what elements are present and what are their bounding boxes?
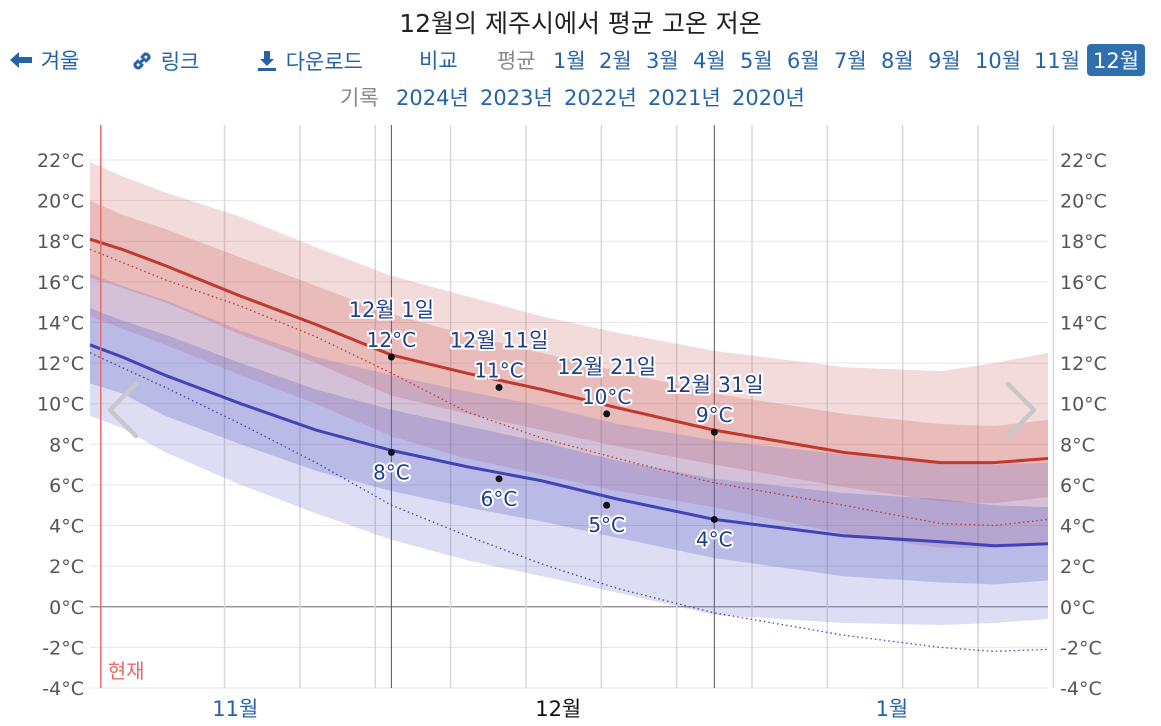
record-high-line <box>89 248 1049 527</box>
annotation-high: 12°C <box>367 328 416 352</box>
month-link-8[interactable]: 8월 <box>881 49 914 73</box>
y-tick-label-right: 2°C <box>1060 556 1095 578</box>
high-band-inner <box>90 200 1048 504</box>
year-link-2024[interactable]: 2024년 <box>396 86 469 110</box>
record-label: 기록 <box>340 86 379 110</box>
annotation-low: 5°C <box>588 513 625 537</box>
link-label: 링크 <box>160 50 200 74</box>
y-tick-label-left: 22°C <box>37 150 84 172</box>
month-link-5[interactable]: 5월 <box>740 49 773 73</box>
y-tick-label-right: 4°C <box>1060 516 1095 538</box>
annotation-low: 8°C <box>373 460 410 484</box>
y-tick-label-left: 20°C <box>37 191 84 213</box>
year-link-2023[interactable]: 2023년 <box>480 86 553 110</box>
link-icon <box>133 52 151 70</box>
annotation-date: 12월 21일 <box>557 355 656 379</box>
month-link-9[interactable]: 9월 <box>928 49 961 73</box>
x-month-label: 12월 <box>535 697 581 721</box>
download-icon <box>258 51 276 71</box>
y-tick-label-left: 2°C <box>49 556 84 578</box>
y-tick-label-left: -4°C <box>42 678 84 700</box>
download-button[interactable]: 다운로드 <box>255 45 363 76</box>
month-link-12-active[interactable]: 12월 <box>1087 44 1146 76</box>
y-tick-label-left: 6°C <box>49 475 84 497</box>
annotation-low: 4°C <box>696 527 733 551</box>
y-tick-label-left: 16°C <box>37 272 84 294</box>
x-month-label: 1월 <box>876 697 909 721</box>
low-point <box>710 515 718 523</box>
y-tick-label-left: 0°C <box>49 597 84 619</box>
now-label: 현재 <box>108 659 145 683</box>
month-link-2[interactable]: 2월 <box>599 49 632 73</box>
month-link-4[interactable]: 4월 <box>693 49 726 73</box>
y-tick-label-left: 12°C <box>37 353 84 375</box>
month-link-1[interactable]: 1월 <box>553 49 586 73</box>
x-month-label: 11월 <box>212 697 258 721</box>
high-point <box>710 428 718 436</box>
y-tick-label-right: 12°C <box>1060 353 1107 375</box>
link-button[interactable]: 링크 <box>130 45 199 76</box>
arrow-left-icon <box>10 52 32 68</box>
average-label: 평균 <box>497 49 536 73</box>
year-link-2020[interactable]: 2020년 <box>732 86 805 110</box>
y-tick-label-left: -2°C <box>42 637 84 659</box>
y-tick-label-left: 18°C <box>37 231 84 253</box>
high-point <box>495 383 503 391</box>
high-point <box>387 353 395 361</box>
y-tick-label-right: 6°C <box>1060 475 1095 497</box>
chevron-left-icon[interactable] <box>107 381 139 439</box>
low-point <box>387 448 395 456</box>
chevron-right-icon[interactable] <box>1005 381 1037 439</box>
y-tick-label-left: 10°C <box>37 394 84 416</box>
y-tick-label-right: 18°C <box>1060 231 1107 253</box>
y-tick-label-right: 20°C <box>1060 191 1107 213</box>
month-link-6[interactable]: 6월 <box>787 49 820 73</box>
y-tick-label-right: -2°C <box>1060 637 1102 659</box>
year-link-2021[interactable]: 2021년 <box>648 86 721 110</box>
y-tick-label-right: 8°C <box>1060 434 1095 456</box>
annotation-high: 9°C <box>696 403 733 427</box>
y-tick-label-right: 0°C <box>1060 597 1095 619</box>
download-label: 다운로드 <box>285 50 363 74</box>
month-link-11[interactable]: 11월 <box>1034 49 1081 73</box>
low-point <box>495 475 503 483</box>
y-tick-label-left: 4°C <box>49 516 84 538</box>
annotation-low: 6°C <box>481 487 518 511</box>
annotation-date: 12월 1일 <box>349 298 434 322</box>
low-band-outer <box>90 273 1048 625</box>
y-tick-label-right: 14°C <box>1060 312 1107 334</box>
annotation-date: 12월 11일 <box>450 328 549 352</box>
low-band-inner <box>90 308 1048 585</box>
month-link-10[interactable]: 10월 <box>975 49 1022 73</box>
back-label: 겨울 <box>40 49 80 73</box>
y-tick-label-left: 14°C <box>37 312 84 334</box>
y-tick-label-right: 22°C <box>1060 150 1107 172</box>
annotation-date: 12월 31일 <box>665 373 764 397</box>
compare-button[interactable]: 비교 <box>419 49 458 73</box>
month-link-7[interactable]: 7월 <box>834 49 867 73</box>
high-band-outer <box>90 162 1048 548</box>
record-low-line <box>89 352 1049 653</box>
y-tick-label-right: 10°C <box>1060 394 1107 416</box>
low-mean-line <box>89 343 1049 548</box>
high-point <box>603 410 611 418</box>
year-link-2022[interactable]: 2022년 <box>564 86 637 110</box>
annotation-high: 10°C <box>582 385 631 409</box>
low-point <box>603 501 611 509</box>
y-tick-label-left: 8°C <box>49 434 84 456</box>
back-button[interactable]: 겨울 <box>8 45 79 75</box>
y-tick-label-right: -4°C <box>1060 678 1102 700</box>
high-mean-line <box>89 237 1049 465</box>
y-tick-label-right: 16°C <box>1060 272 1107 294</box>
annotation-high: 11°C <box>474 358 523 382</box>
page-title: 12월의 제주시에서 평균 고온 저온 <box>399 9 762 38</box>
month-link-3[interactable]: 3월 <box>646 49 679 73</box>
